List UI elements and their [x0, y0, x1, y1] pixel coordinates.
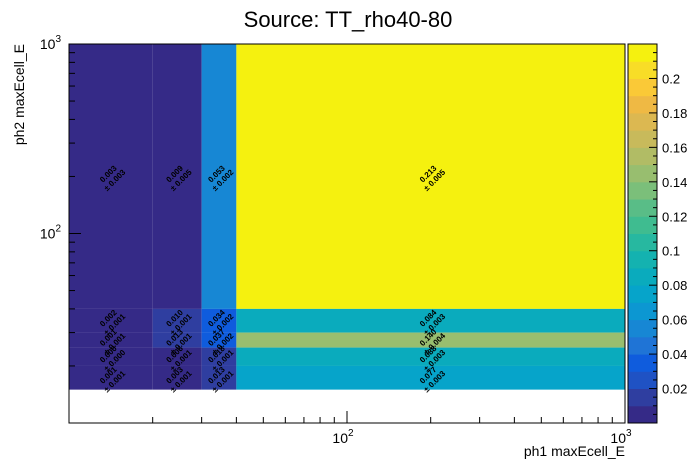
heatmap-cell — [69, 365, 153, 390]
heatmap-cells — [69, 44, 625, 390]
heatmap-cell — [201, 347, 237, 366]
x-axis-label: ph1 maxEcell_E — [524, 443, 625, 459]
heatmap-cell — [201, 44, 237, 309]
color-bar-segment — [628, 130, 657, 148]
color-bar-segment — [628, 199, 657, 217]
heatmap-cell — [152, 308, 202, 333]
color-bar-segment — [628, 319, 657, 338]
color-bar-tick-label: 0.1 — [662, 244, 680, 259]
heatmap-cell — [152, 332, 202, 348]
color-bar-segment — [628, 181, 657, 200]
color-bar-segment — [628, 250, 657, 269]
y-tick-label: 102 — [40, 224, 62, 242]
heatmap-cell — [69, 332, 153, 348]
heatmap-cell — [236, 332, 625, 348]
color-bar-segment — [628, 388, 657, 407]
color-bar-segment — [628, 267, 657, 286]
color-bar-tick-label: 0.14 — [662, 175, 687, 190]
color-bar-segment — [628, 405, 657, 424]
color-bar: 0.02 0.04 0.06 0.08 0.1 0.12 0.14 0.16 0.18 0.2 — [627, 43, 687, 424]
axis-ticks: 102 103 102 103 — [40, 34, 632, 446]
heatmap-cell — [236, 365, 625, 390]
heatmap-cell — [201, 365, 237, 390]
x-tick-label: 102 — [332, 428, 354, 446]
color-bar-tick-label: 0.2 — [662, 71, 680, 86]
chart-title: Source: TT_rho40-80 — [244, 7, 453, 32]
color-bar-tick-label: 0.04 — [662, 347, 687, 362]
color-bar-segment — [628, 44, 657, 62]
color-bar-segment — [628, 61, 657, 79]
color-bar-tick-label: 0.12 — [662, 209, 687, 224]
color-bar-segment — [628, 164, 657, 183]
x-tick-label: 103 — [610, 428, 632, 446]
color-bar-segment — [628, 95, 657, 114]
color-bar-segment — [628, 336, 657, 355]
color-bar-tick-label: 0.08 — [662, 278, 687, 293]
heatmap-cell — [236, 44, 625, 309]
color-bar-segment — [628, 302, 657, 321]
y-tick-label: 103 — [40, 34, 62, 52]
heatmap-cell — [152, 44, 202, 309]
color-bar-segment — [628, 216, 657, 234]
heatmap-cell — [69, 308, 153, 333]
color-bar-segment — [628, 147, 657, 166]
heatmap-cell — [152, 365, 202, 390]
color-bar-tick-label: 0.06 — [662, 313, 687, 328]
heatmap-cell — [152, 347, 202, 366]
color-bar-segment — [628, 78, 657, 97]
color-bar-segment — [628, 285, 657, 303]
color-bar-segment — [628, 233, 657, 252]
color-bar-segment — [628, 112, 657, 131]
color-bar-tick-label: 0.18 — [662, 106, 687, 121]
color-bar-tick-label: 0.16 — [662, 140, 687, 155]
heatmap-cell — [236, 308, 625, 333]
heatmap-cell — [201, 332, 237, 348]
color-bar-segment — [628, 354, 657, 372]
color-bar-tick-label: 0.02 — [662, 382, 687, 397]
color-bar-segment — [628, 371, 657, 390]
heatmap-cell — [69, 347, 153, 366]
y-axis-label: ph2 maxEcell_E — [11, 44, 27, 145]
heatmap-cell — [69, 44, 153, 309]
heatmap-cell — [201, 308, 237, 333]
heatmap-cell — [236, 347, 625, 366]
